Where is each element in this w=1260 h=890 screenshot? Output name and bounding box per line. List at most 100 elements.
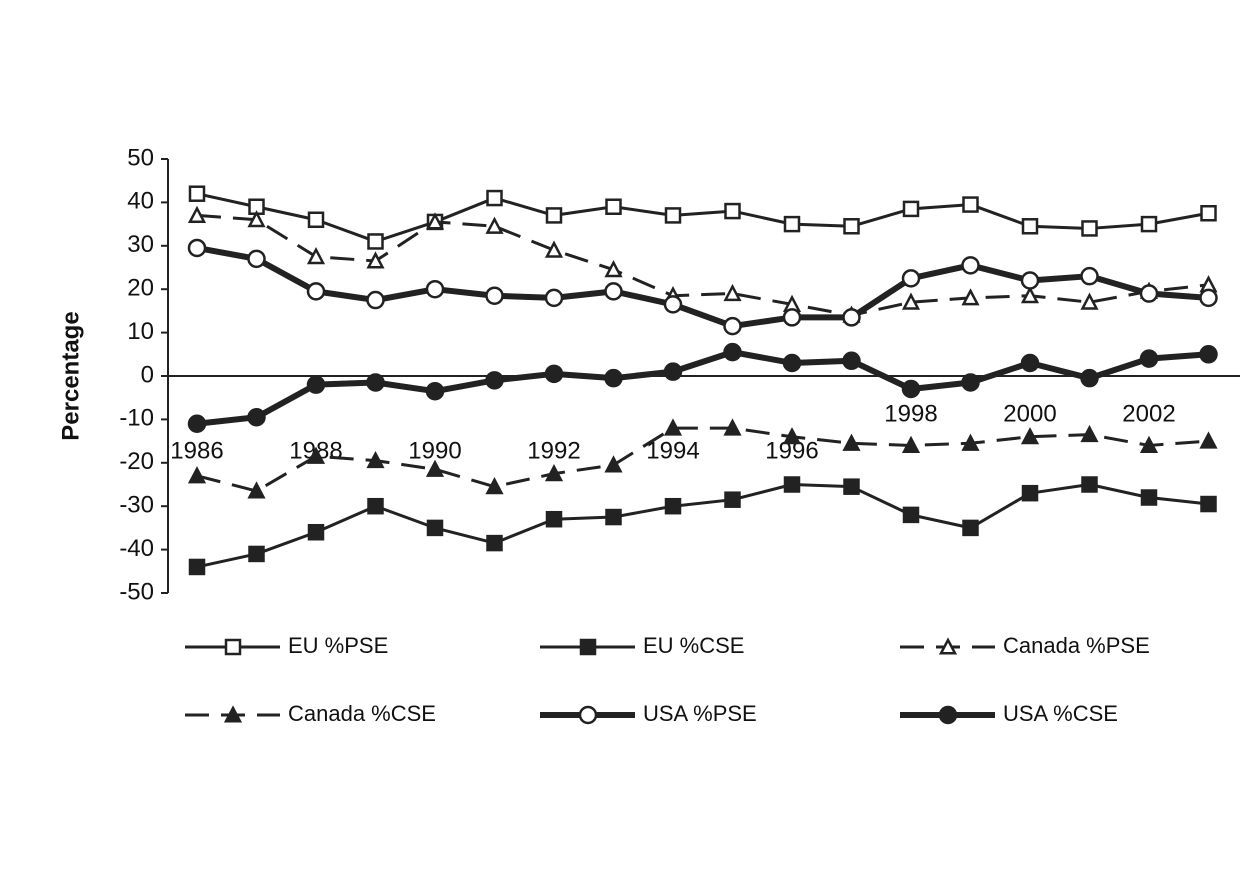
series-line: [196, 213, 1209, 317]
marker: [247, 407, 266, 427]
marker: [425, 279, 445, 299]
marker: [1080, 292, 1099, 310]
marker: [366, 373, 385, 392]
series-line: [196, 426, 1209, 493]
marker: [187, 466, 207, 484]
marker: [544, 364, 564, 384]
marker: [247, 481, 266, 499]
marker: [1081, 220, 1098, 237]
marker: [783, 476, 801, 493]
marker: [306, 246, 326, 265]
marker: [485, 476, 504, 495]
marker: [901, 292, 921, 310]
marker: [307, 211, 325, 229]
marker: [306, 446, 326, 464]
marker: [605, 198, 622, 215]
marker: [723, 283, 742, 302]
x-tick-label: 1998: [884, 400, 937, 427]
marker: [1020, 353, 1040, 373]
series-line: [196, 349, 1209, 427]
x-tick-label: 2002: [1122, 400, 1175, 427]
marker: [962, 196, 979, 213]
marker: [306, 375, 326, 394]
marker: [664, 207, 682, 224]
marker: [961, 256, 980, 275]
marker: [544, 240, 564, 258]
marker: [1139, 349, 1159, 368]
marker: [1081, 476, 1098, 493]
marker: [1020, 286, 1040, 304]
marker: [961, 373, 980, 392]
y-tick-label: -20: [119, 448, 154, 475]
marker: [724, 202, 741, 220]
marker: [663, 295, 683, 314]
marker: [1199, 431, 1218, 449]
marker: [248, 545, 265, 563]
y-tick-label: -50: [119, 578, 154, 605]
legend-marker: [578, 705, 598, 725]
x-tick-label: 1994: [646, 437, 699, 464]
marker: [783, 215, 801, 233]
marker: [366, 290, 385, 310]
marker: [604, 259, 623, 278]
marker: [545, 207, 563, 224]
x-tick-label: 1992: [527, 437, 580, 464]
marker: [307, 523, 325, 541]
marker: [902, 200, 920, 218]
marker: [188, 558, 206, 576]
marker: [247, 210, 266, 228]
y-tick-label: 40: [127, 188, 154, 215]
y-tick-label: -40: [119, 535, 154, 562]
marker: [306, 282, 326, 301]
marker: [545, 510, 563, 528]
marker: [366, 450, 385, 469]
marker: [544, 288, 564, 308]
y-tick-label: -10: [119, 405, 154, 432]
marker: [902, 506, 920, 524]
marker: [961, 433, 980, 451]
marker: [1140, 489, 1158, 506]
legend-label: USA %CSE: [1003, 701, 1118, 726]
marker: [366, 251, 385, 269]
marker: [901, 435, 921, 453]
marker: [247, 249, 266, 269]
marker: [1200, 205, 1217, 222]
marker: [604, 282, 623, 301]
x-tick-label: 1986: [170, 437, 223, 464]
marker: [486, 534, 503, 552]
marker: [1021, 484, 1039, 502]
marker: [425, 381, 445, 401]
marker: [723, 418, 742, 436]
marker: [605, 508, 622, 526]
marker: [187, 205, 207, 223]
marker: [485, 286, 504, 305]
x-tick-label: 2000: [1003, 400, 1056, 427]
marker: [663, 362, 683, 381]
legend-label: Canada %PSE: [1003, 633, 1150, 658]
marker: [486, 189, 503, 207]
legend-label: USA %PSE: [643, 701, 757, 726]
marker: [485, 371, 504, 390]
marker: [782, 308, 802, 327]
y-tick-label: -30: [119, 492, 154, 519]
y-tick-label: 50: [127, 144, 154, 171]
marker: [663, 418, 683, 436]
marker: [367, 233, 384, 250]
marker: [1021, 218, 1039, 235]
y-tick-label: 0: [141, 361, 154, 388]
marker: [188, 185, 206, 202]
marker: [544, 463, 564, 482]
legend-marker: [938, 705, 958, 725]
marker: [901, 379, 921, 399]
marker: [187, 414, 207, 433]
marker: [782, 353, 802, 373]
marker: [962, 519, 979, 537]
marker: [961, 288, 980, 306]
marker: [604, 368, 623, 388]
marker: [604, 455, 623, 473]
marker: [1080, 368, 1099, 388]
marker: [842, 351, 861, 371]
legend-marker: [223, 705, 243, 723]
legend-label: EU %PSE: [288, 633, 388, 658]
